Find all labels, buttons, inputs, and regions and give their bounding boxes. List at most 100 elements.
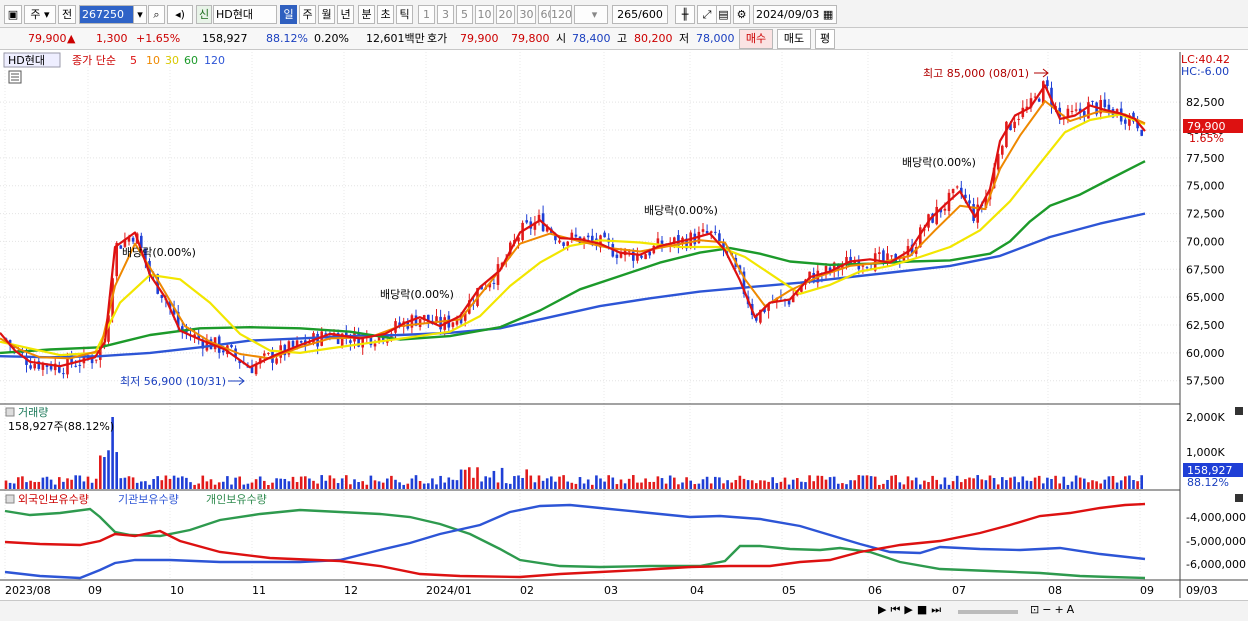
- candle-body: [410, 315, 414, 328]
- candle-body: [1037, 98, 1041, 102]
- x-tick: 2023/08: [5, 584, 51, 597]
- candle-body: [172, 307, 176, 315]
- candle-body: [1074, 109, 1078, 111]
- interval-3[interactable]: 3: [437, 5, 454, 24]
- stock-name[interactable]: HD현대: [213, 5, 277, 24]
- volume-bar: [1136, 481, 1139, 489]
- volume-bar: [74, 475, 77, 489]
- volume-bar: [386, 478, 389, 489]
- candle-body: [295, 340, 299, 346]
- volume-bar: [939, 484, 943, 489]
- candle-body: [709, 231, 713, 234]
- stop-icon[interactable]: ■: [916, 603, 932, 616]
- chart-toolbar: ▣ 주 ▾ 전 267250 ▾ ⌕ ◂) 신 HD현대 일 주 월 년 분 초…: [0, 0, 1248, 28]
- high-annotation: 최고 85,000 (08/01): [923, 67, 1029, 80]
- volume-bar: [586, 479, 590, 489]
- interval-custom-select[interactable]: ▾: [574, 5, 608, 24]
- buy-button[interactable]: 매수: [739, 29, 773, 49]
- sell-button[interactable]: 매도: [777, 29, 811, 49]
- crosshair-icon[interactable]: ⤢: [697, 5, 717, 24]
- period-week[interactable]: 주: [299, 5, 316, 24]
- zoom-out-icon[interactable]: −: [1042, 603, 1055, 616]
- save-icon[interactable]: ▤: [716, 5, 731, 24]
- last-icon[interactable]: ⏭: [931, 603, 946, 616]
- volume-bar: [127, 476, 131, 489]
- play-icon[interactable]: ▶: [904, 603, 917, 616]
- volume-bar: [562, 475, 565, 489]
- low-annotation: 최저 56,900 (10/31): [120, 375, 226, 388]
- interval-5[interactable]: 5: [456, 5, 473, 24]
- window-icon[interactable]: ▣: [4, 5, 22, 24]
- code-dropdown-icon[interactable]: ▾: [133, 5, 147, 24]
- code-input[interactable]: 267250: [79, 5, 139, 24]
- volume-bar: [492, 470, 496, 489]
- candle-body: [644, 254, 647, 260]
- type-select[interactable]: 주 ▾: [24, 5, 56, 24]
- volume-bar: [619, 479, 623, 489]
- count-field[interactable]: 265/600: [612, 5, 668, 24]
- volume-bar: [447, 477, 451, 489]
- candle-body: [677, 235, 680, 246]
- volume-bar: [357, 482, 360, 489]
- stock-chart[interactable]: 82,50080,00077,50075,00072,50070,00067,5…: [0, 50, 1248, 600]
- candle-body: [554, 234, 557, 241]
- volume-bar: [1111, 475, 1115, 489]
- zoom-in-icon[interactable]: +: [1054, 603, 1067, 616]
- sound-icon[interactable]: ◂): [167, 5, 193, 24]
- holding-panel-close-icon[interactable]: [1235, 494, 1243, 502]
- text-icon[interactable]: A: [1066, 603, 1078, 616]
- candle-body: [873, 253, 877, 271]
- period-tick[interactable]: 틱: [396, 5, 413, 24]
- volume-bar: [312, 480, 315, 489]
- zoom-fit-icon[interactable]: ⊡: [1030, 603, 1043, 616]
- scroll-slider[interactable]: [958, 610, 1018, 614]
- volume-bar: [62, 481, 65, 489]
- date-field[interactable]: 2024/09/03 ▦: [753, 5, 837, 24]
- eval-button[interactable]: 평: [815, 29, 835, 49]
- volume-bar: [693, 484, 697, 489]
- volume-bar: [644, 478, 647, 489]
- interval-1[interactable]: 1: [418, 5, 435, 24]
- volume-panel-close-icon[interactable]: [1235, 407, 1243, 415]
- period-year[interactable]: 년: [337, 5, 354, 24]
- volume-bar: [898, 482, 902, 489]
- volume-bar: [894, 475, 897, 489]
- candle-body: [640, 255, 643, 258]
- settings-icon[interactable]: ⚙: [733, 5, 750, 24]
- interval-120[interactable]: 120: [550, 5, 572, 24]
- volume-bar: [172, 475, 176, 489]
- zoom-controls[interactable]: ⊡−+A: [1030, 603, 1077, 616]
- candle-body: [623, 248, 627, 256]
- candle-body: [742, 271, 746, 294]
- volume-bar: [140, 481, 143, 489]
- quote-bid: 79,800: [511, 32, 550, 45]
- first-icon[interactable]: ⏮: [890, 603, 905, 616]
- playback-controls[interactable]: ▶⏮▶■⏭: [878, 603, 945, 617]
- prev-button[interactable]: 전: [58, 5, 76, 24]
- volume-bar: [131, 477, 135, 489]
- table-icon-lines: [11, 73, 19, 81]
- volume-legend-box: [5, 407, 15, 417]
- period-month[interactable]: 월: [318, 5, 335, 24]
- interval-20[interactable]: 20: [496, 5, 515, 24]
- interval-30[interactable]: 30: [517, 5, 536, 24]
- x-tick: 02: [520, 584, 534, 597]
- interval-10[interactable]: 10: [475, 5, 494, 24]
- x-tick: 12: [344, 584, 358, 597]
- x-tick: 03: [604, 584, 618, 597]
- search-icon[interactable]: ⌕: [148, 5, 165, 24]
- candle-type-icon[interactable]: ╫: [675, 5, 695, 24]
- volume-bar: [1058, 483, 1061, 489]
- period-day[interactable]: 일: [280, 5, 297, 24]
- candle-body: [722, 242, 725, 249]
- period-second[interactable]: 초: [377, 5, 394, 24]
- candle-body: [21, 352, 24, 354]
- x-axis-right-label: 09/03: [1186, 584, 1218, 597]
- calendar-icon[interactable]: ▦: [822, 8, 834, 21]
- candle-body: [53, 363, 57, 371]
- period-minute[interactable]: 분: [358, 5, 375, 24]
- volume-bar: [861, 475, 865, 489]
- volume-bar: [976, 475, 979, 489]
- candle-body: [632, 251, 635, 261]
- scroll-right-icon[interactable]: ▶: [878, 603, 891, 616]
